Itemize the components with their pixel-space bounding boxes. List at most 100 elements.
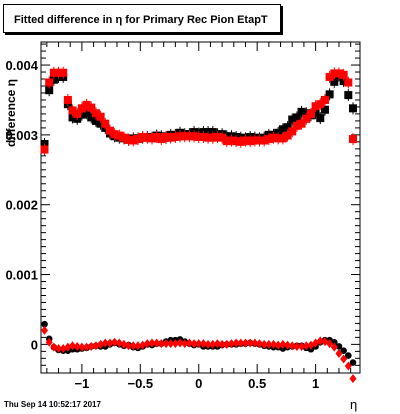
data-point-s4: [241, 338, 249, 348]
data-point-s2: [129, 136, 138, 145]
data-point-s3: [335, 343, 343, 350]
title-box: Fitted difference in η for Primary Rec P…: [3, 4, 281, 33]
data-point-s4: [260, 339, 268, 349]
data-point-s4: [227, 339, 235, 349]
data-point-s3: [41, 320, 48, 328]
data-point-s2: [63, 95, 72, 104]
y-axis-label: difference η: [4, 78, 18, 147]
data-marks: [40, 66, 357, 384]
data-point-s1: [297, 107, 306, 116]
data-point-s4: [223, 339, 231, 349]
data-point-s2: [59, 68, 68, 77]
data-point-s2: [87, 103, 96, 112]
data-point-s4: [69, 341, 77, 351]
data-point-s2: [241, 136, 250, 145]
data-point-s2: [311, 102, 320, 111]
y-tick-label: 0.004: [5, 58, 38, 73]
data-point-s1: [344, 91, 353, 100]
x-tick-label: 0: [195, 376, 202, 391]
data-point-s1: [320, 105, 329, 114]
data-point-s2: [264, 135, 273, 144]
data-point-s4: [190, 339, 198, 349]
data-point-s2: [133, 135, 142, 144]
data-point-s4: [302, 341, 310, 351]
data-point-s2: [218, 133, 227, 142]
data-point-s4: [97, 339, 105, 349]
data-point-s2: [105, 126, 114, 135]
data-point-s2: [288, 127, 297, 136]
data-point-s4: [284, 340, 292, 350]
data-point-s2: [148, 134, 157, 143]
data-point-s4: [153, 338, 161, 348]
data-point-s4: [176, 338, 184, 348]
data-point-s2: [348, 135, 357, 144]
data-point-s2: [260, 136, 269, 145]
data-point-s2: [185, 132, 194, 141]
data-point-s2: [320, 95, 329, 104]
data-point-s2: [208, 133, 217, 142]
data-point-s2: [40, 145, 49, 154]
data-point-s2: [292, 121, 301, 130]
data-point-s4: [64, 342, 72, 352]
data-point-s2: [176, 132, 185, 141]
data-point-s4: [335, 348, 343, 358]
data-point-s4: [162, 339, 170, 349]
data-point-s4: [45, 337, 53, 347]
axes: −1 −0.5 0 0.5 1 0 0.001 0.002 0.003 0.004: [5, 42, 360, 391]
data-point-s4: [330, 342, 338, 352]
data-point-s1: [339, 77, 348, 86]
data-point-s2: [194, 132, 203, 141]
data-point-s2: [278, 134, 287, 143]
data-point-s1: [278, 125, 287, 134]
data-point-s4: [129, 341, 137, 351]
data-point-s1: [330, 77, 339, 86]
data-point-s2: [143, 133, 152, 142]
data-point-s4: [344, 361, 352, 371]
data-point-s1: [45, 86, 54, 95]
data-point-s2: [227, 136, 236, 145]
y-tick-label: 0: [31, 337, 38, 352]
x-tick-label: −1: [74, 376, 89, 391]
data-point-s2: [274, 134, 283, 143]
data-point-s4: [298, 341, 306, 351]
data-point-s2: [101, 119, 110, 128]
data-point-s1: [49, 75, 58, 84]
data-point-s2: [54, 68, 63, 77]
plot-frame: [40, 41, 361, 374]
data-point-s1: [91, 116, 100, 125]
data-point-s4: [349, 374, 357, 384]
data-point-s2: [77, 104, 86, 113]
data-point-s2: [45, 78, 54, 87]
data-point-s4: [59, 344, 67, 354]
data-point-s4: [120, 339, 128, 349]
data-point-s2: [73, 109, 82, 118]
x-tick-label: 1: [312, 376, 319, 391]
data-point-s2: [250, 136, 259, 145]
data-point-s4: [195, 339, 203, 349]
data-point-s2: [115, 131, 124, 140]
data-point-s2: [82, 100, 91, 109]
data-point-s4: [73, 341, 81, 351]
data-point-s4: [101, 338, 109, 348]
data-point-s4: [213, 339, 221, 349]
data-point-s1: [292, 113, 301, 122]
data-point-s4: [199, 339, 207, 349]
data-point-s2: [255, 136, 264, 145]
data-point-s2: [190, 132, 199, 141]
data-point-s2: [344, 78, 353, 87]
data-point-s1: [288, 115, 297, 124]
data-point-s2: [325, 72, 334, 81]
x-axis-label: η: [350, 397, 358, 412]
data-point-s2: [330, 69, 339, 78]
data-point-s1: [283, 123, 292, 132]
data-point-s2: [162, 132, 171, 141]
data-point-s4: [232, 338, 240, 348]
data-point-s1: [77, 110, 86, 119]
data-point-s4: [246, 338, 254, 348]
data-point-s4: [106, 338, 114, 348]
data-point-s2: [166, 133, 175, 142]
data-point-s4: [279, 339, 287, 349]
data-point-s4: [139, 340, 147, 350]
data-point-s4: [274, 340, 282, 350]
